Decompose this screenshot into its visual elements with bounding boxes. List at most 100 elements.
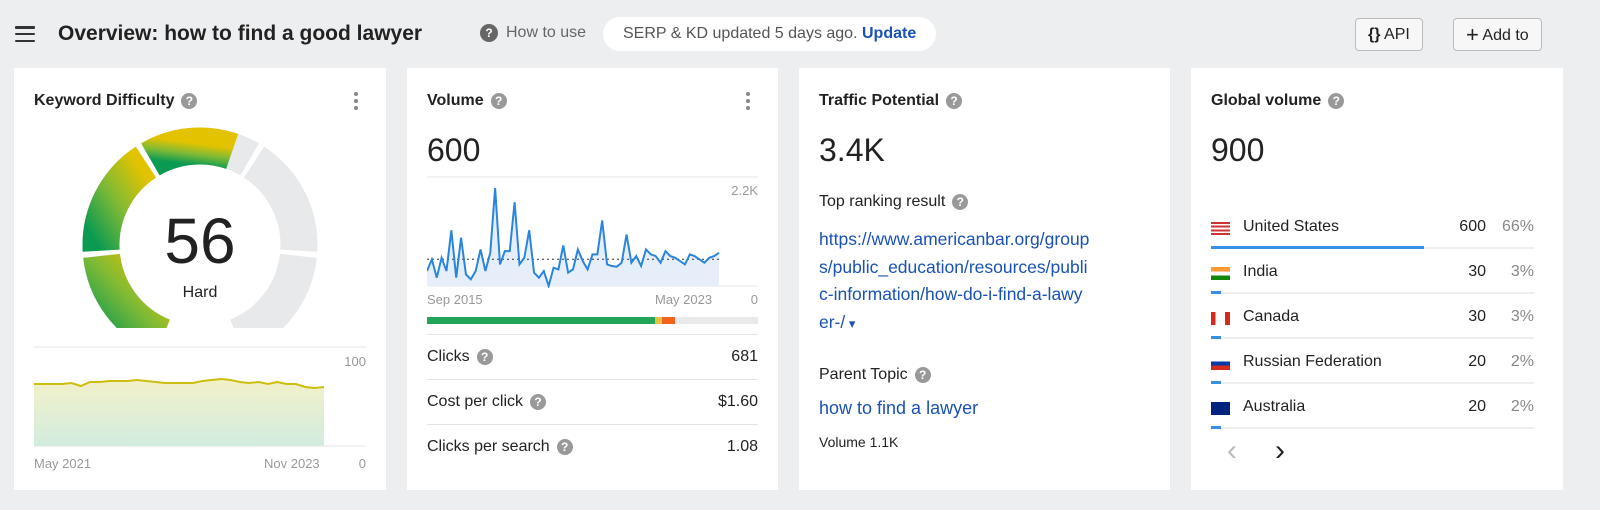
flag-ca-icon bbox=[1211, 312, 1230, 325]
flag-us-icon bbox=[1211, 222, 1230, 235]
kd-area bbox=[34, 379, 324, 446]
serp-bar-segment bbox=[661, 317, 676, 324]
country-name: United States bbox=[1243, 218, 1340, 235]
help-icon[interactable]: ? bbox=[490, 93, 507, 109]
volume-history-chart bbox=[427, 176, 758, 288]
card-title: Keyword Difficulty bbox=[34, 92, 175, 109]
url-line[interactable]: c-information/how-do-i-find-a-lawy bbox=[819, 284, 1083, 304]
country-percent: 3% bbox=[1510, 263, 1534, 280]
country-row[interactable]: Russian Federation 20 2% bbox=[1211, 339, 1534, 384]
divider bbox=[1211, 337, 1534, 339]
volume-line bbox=[427, 187, 720, 288]
country-volume: 30 bbox=[1468, 308, 1486, 325]
url-line[interactable]: s/public_education/resources/publi bbox=[819, 256, 1088, 277]
x-start-label: May 2021 bbox=[34, 456, 92, 471]
header: Overview: how to find a good lawyer ? How… bbox=[0, 0, 1600, 68]
x-start-label: Sep 2015 bbox=[427, 292, 483, 307]
top-ranking-label: Top ranking result bbox=[819, 193, 946, 210]
page-title: Overview: how to find a good lawyer bbox=[58, 22, 423, 45]
url-line[interactable]: er-/ bbox=[819, 311, 846, 332]
volume-value: 600 bbox=[427, 132, 481, 168]
share-bar bbox=[1211, 381, 1221, 384]
country-name: Canada bbox=[1243, 308, 1300, 325]
metric-row: Clicks per search? 1.08 bbox=[427, 424, 758, 469]
card-title: Global volume bbox=[1211, 92, 1322, 109]
global-volume-card: Global volume? 900 United States 600 66% In… bbox=[1191, 68, 1563, 490]
flag-au-icon bbox=[1211, 402, 1230, 415]
help-icon[interactable]: ? bbox=[952, 194, 969, 210]
serp-status: SERP & KD updated 5 days ago. Update bbox=[603, 17, 937, 51]
help-icon[interactable]: ? bbox=[946, 93, 963, 109]
y-min-label: 0 bbox=[358, 456, 366, 471]
gauge-fill-segment bbox=[82, 146, 157, 252]
country-row[interactable]: United States 600 66% bbox=[1211, 204, 1534, 249]
y-max-label: 100 bbox=[344, 354, 366, 369]
country-row[interactable]: Canada 30 3% bbox=[1211, 294, 1534, 339]
metric-label: Clicks bbox=[427, 348, 470, 365]
next-page-button[interactable]: › bbox=[1275, 434, 1285, 467]
prev-page-button[interactable]: ‹ bbox=[1227, 434, 1237, 467]
metric-value: 681 bbox=[731, 348, 758, 365]
keyword-difficulty-card: Keyword Difficulty? 56 Hard 100 May 2021… bbox=[14, 68, 386, 490]
volume-card: Volume? 600 2.2K Sep 2015 May 2023 0 Cli… bbox=[407, 68, 778, 490]
more-options-icon[interactable] bbox=[354, 92, 358, 113]
traffic-potential-card: Traffic Potential? 3.4K Top ranking resu… bbox=[799, 68, 1170, 490]
help-icon[interactable]: ? bbox=[914, 367, 931, 383]
share-bar bbox=[1211, 426, 1221, 429]
card-title: Volume bbox=[427, 92, 484, 109]
gauge-fill-segment bbox=[141, 127, 239, 176]
url-line[interactable]: https://www.americanbar.org/group bbox=[819, 229, 1090, 249]
country-volume: 600 bbox=[1459, 218, 1486, 235]
metric-value: $1.60 bbox=[717, 393, 758, 410]
serp-bar-segment bbox=[655, 317, 662, 324]
country-row[interactable]: Australia 20 2% bbox=[1211, 384, 1534, 429]
card-title: Traffic Potential bbox=[819, 92, 940, 109]
help-icon[interactable]: ? bbox=[556, 439, 573, 455]
metric-label: Cost per click bbox=[427, 393, 524, 410]
country-row[interactable]: India 30 3% bbox=[1211, 249, 1534, 294]
flag-ru-icon bbox=[1211, 357, 1230, 370]
divider bbox=[1211, 427, 1534, 429]
kd-label: Hard bbox=[182, 284, 218, 301]
how-to-use-link[interactable]: ? How to use bbox=[480, 24, 586, 42]
serp-features-bar bbox=[427, 317, 758, 324]
country-name: India bbox=[1243, 263, 1278, 280]
help-icon: ? bbox=[480, 24, 498, 42]
metric-label: Clicks per search bbox=[427, 438, 550, 455]
help-icon[interactable]: ? bbox=[476, 349, 493, 365]
dropdown-caret-icon[interactable]: ▾ bbox=[845, 315, 856, 331]
top-ranking-url[interactable]: https://www.americanbar.org/group s/publi… bbox=[819, 226, 1159, 337]
country-percent: 2% bbox=[1510, 398, 1534, 415]
country-name: Australia bbox=[1243, 398, 1306, 415]
more-options-icon[interactable] bbox=[746, 92, 750, 113]
help-icon[interactable]: ? bbox=[181, 93, 198, 109]
update-link[interactable]: Update bbox=[861, 25, 917, 42]
serp-bar-segment bbox=[427, 317, 656, 324]
flag-in-icon bbox=[1211, 267, 1230, 280]
help-icon[interactable]: ? bbox=[1328, 93, 1345, 109]
country-percent: 2% bbox=[1510, 353, 1534, 370]
parent-topic-link[interactable]: how to find a lawyer bbox=[819, 398, 979, 418]
country-volume: 30 bbox=[1468, 263, 1486, 280]
help-icon[interactable]: ? bbox=[530, 394, 547, 410]
kd-gauge bbox=[82, 127, 318, 328]
plus-icon: + bbox=[1466, 22, 1479, 47]
gauge-segment bbox=[229, 253, 317, 328]
add-to-button[interactable]: + Add to bbox=[1453, 18, 1542, 51]
api-button[interactable]: {} API bbox=[1355, 18, 1423, 51]
kd-history-chart bbox=[34, 346, 366, 447]
y-max-label: 2.2K bbox=[731, 183, 758, 198]
global-volume-value: 900 bbox=[1211, 132, 1265, 168]
divider bbox=[1211, 382, 1534, 384]
x-end-label: Nov 2023 bbox=[264, 456, 320, 471]
gauge-segment bbox=[243, 146, 318, 252]
menu-icon[interactable] bbox=[15, 26, 35, 42]
country-name: Russian Federation bbox=[1243, 353, 1382, 370]
country-volume: 20 bbox=[1468, 353, 1486, 370]
country-percent: 66% bbox=[1501, 218, 1534, 235]
kd-line bbox=[34, 377, 325, 390]
metric-row: Cost per click? $1.60 bbox=[427, 379, 758, 424]
share-bar bbox=[1211, 246, 1425, 249]
country-volume: 20 bbox=[1468, 398, 1486, 415]
traffic-value: 3.4K bbox=[819, 132, 885, 168]
